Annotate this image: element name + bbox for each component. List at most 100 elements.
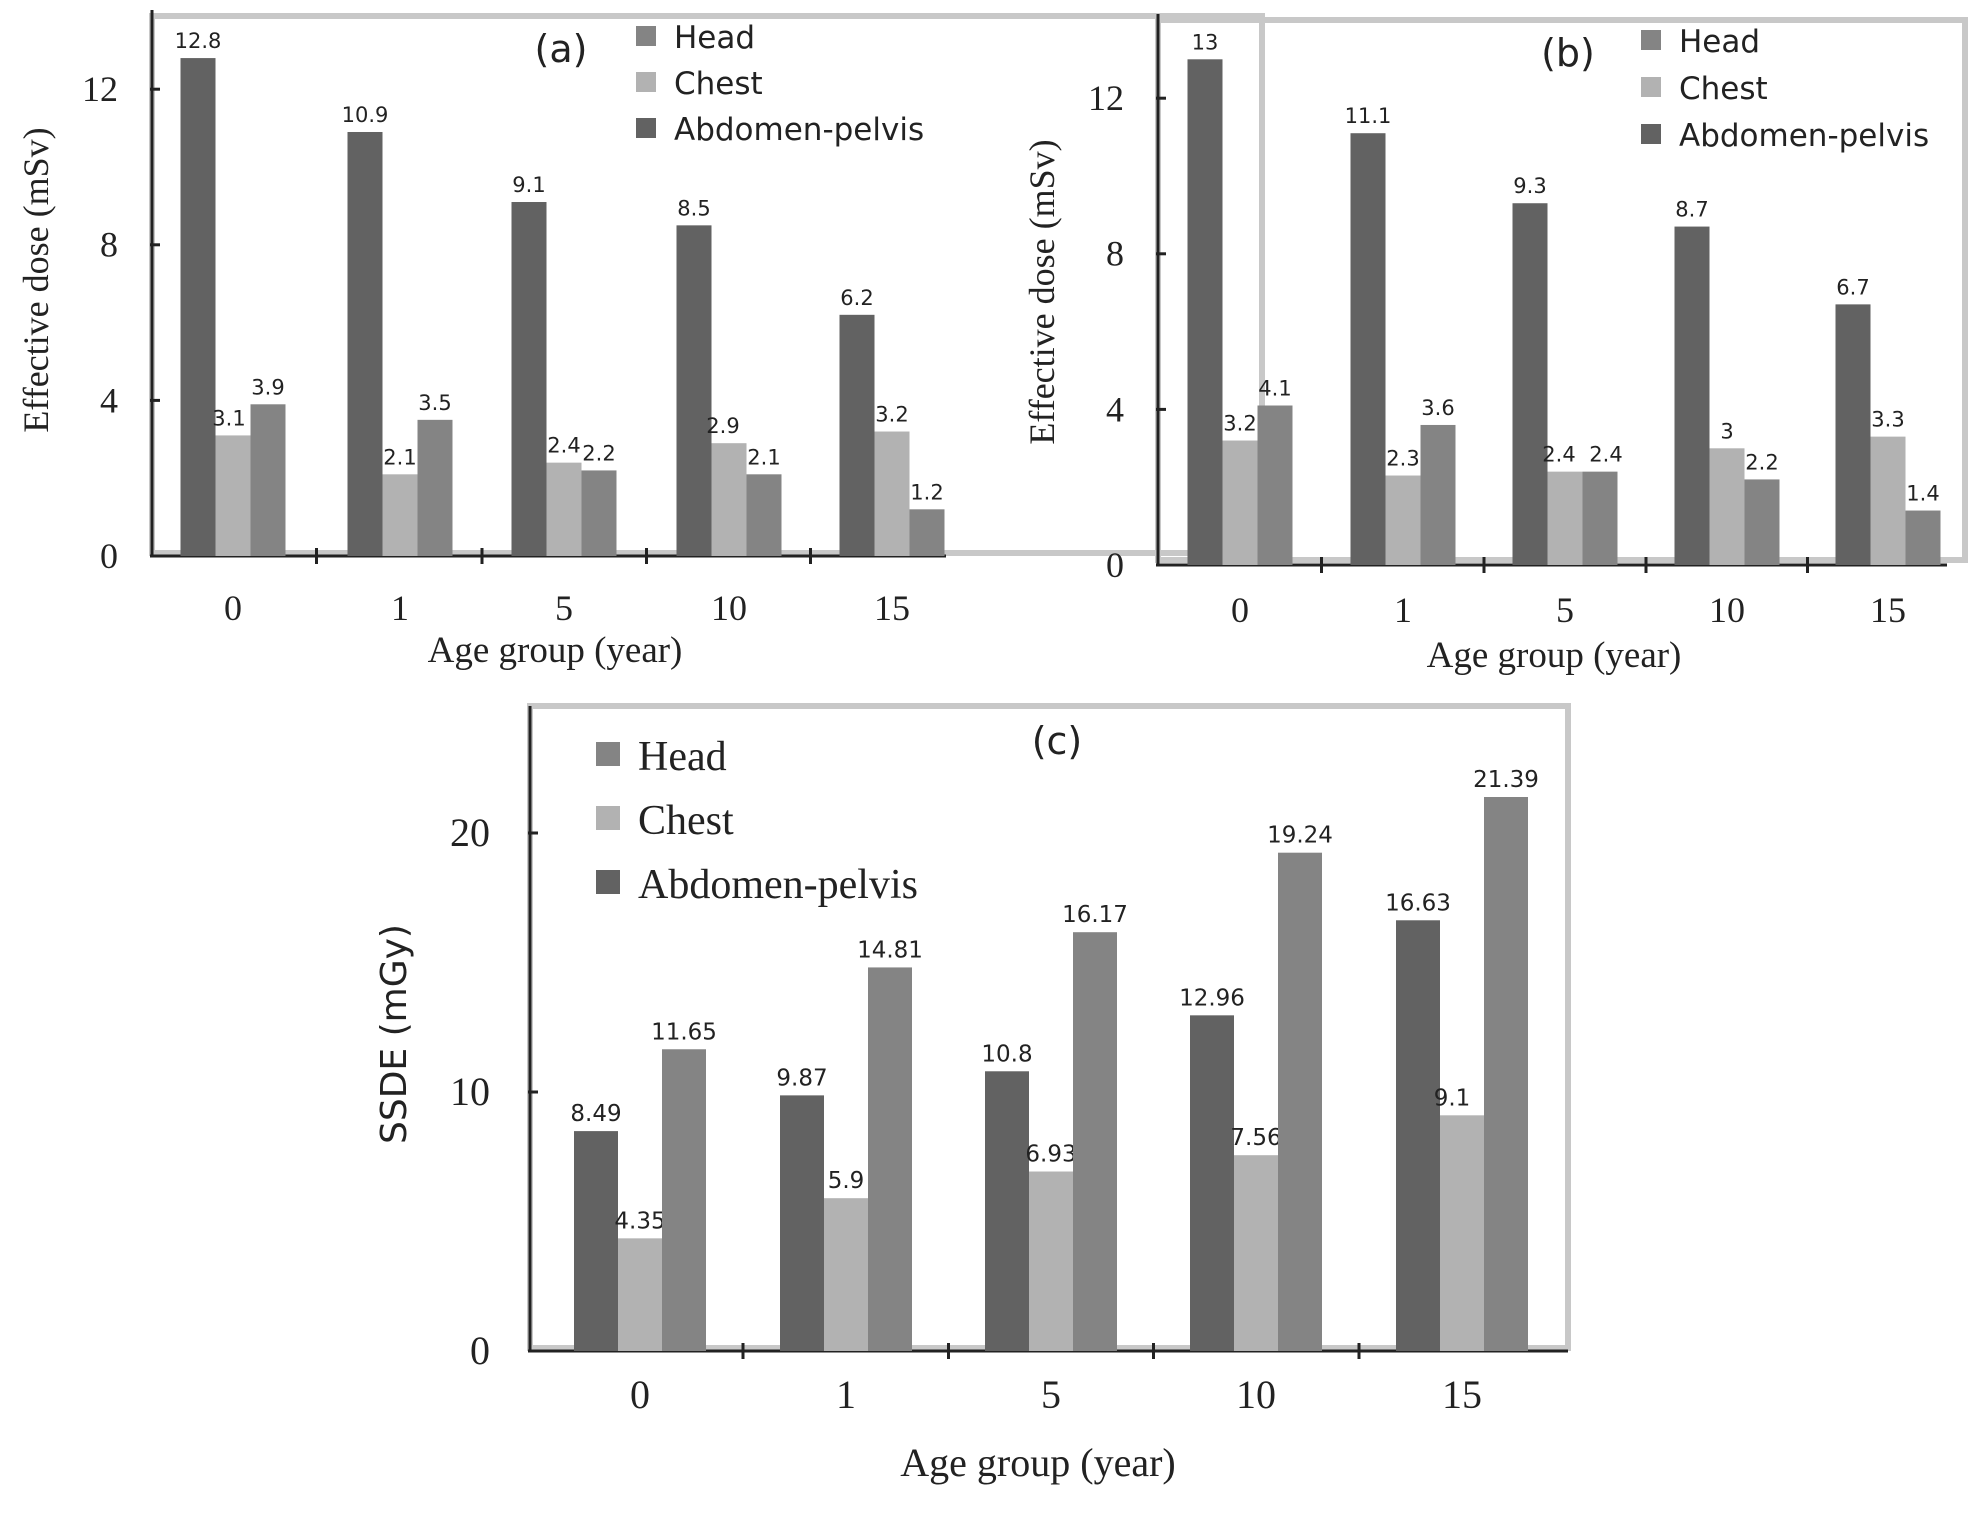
data-label: 9.3 [1513,174,1546,198]
bar-head-15 [909,509,945,556]
data-label: 14.81 [857,937,923,963]
data-label: 3.9 [251,375,284,399]
data-label: 9.1 [512,173,545,197]
bar-chest-1 [1385,475,1421,565]
bar-abdomen-pelvis-15 [1396,920,1440,1351]
legend-label: Chest [674,66,763,102]
legend-label: Head [674,20,755,56]
bar-abdomen-pelvis-10 [1674,226,1710,565]
data-label: 2.1 [383,445,416,469]
data-label: 7.56 [1230,1125,1281,1151]
x-tick-label: 10 [711,588,747,628]
x-tick-label: 1 [1394,590,1412,630]
data-label: 6.93 [1025,1142,1076,1168]
legend-label: Abdomen-pelvis [638,862,918,908]
y-tick-label: 0 [470,1328,490,1373]
bar-head-10 [1744,479,1780,565]
legend-swatch-head [636,26,656,46]
bar-head-15 [1484,796,1528,1351]
legend: Head Chest Abdomen-pelvis [596,734,918,908]
data-label: 4.35 [614,1208,665,1234]
y-tick-label: 10 [450,1069,490,1114]
data-label: 9.87 [776,1065,827,1091]
bar-abdomen-pelvis-10 [1190,1015,1234,1351]
y-tick-label: 0 [1106,545,1124,585]
y-tick-label: 0 [100,536,118,576]
data-label: 3.6 [1421,396,1454,420]
bar-chest-0 [618,1238,662,1351]
data-label: 2.1 [747,445,780,469]
panel-title: (a) [535,27,588,71]
y-tick-label: 12 [82,69,118,109]
panel-title: (c) [1032,719,1083,763]
x-axis-title: Age group (year) [900,1440,1175,1485]
data-label: 1.2 [910,480,943,504]
data-label: 8.49 [570,1101,621,1127]
bar-chest-15 [874,431,910,556]
data-label: 5.9 [828,1168,865,1194]
bar-abdomen-pelvis-1 [1350,133,1386,565]
legend: Head Chest Abdomen-pelvis [636,20,924,148]
data-label: 12.8 [175,29,222,53]
data-label: 11.1 [1345,104,1392,128]
bar-chest-10 [711,443,747,556]
data-label: 16.63 [1385,890,1451,916]
legend-swatch-abdomen-pelvis [596,870,620,894]
data-label: 12.96 [1179,985,1245,1011]
bar-chest-5 [546,462,582,556]
bar-head-0 [1257,405,1293,565]
legend-swatch-abdomen-pelvis [1641,124,1661,144]
data-label: 3.1 [212,406,245,430]
bar-chest-1 [382,474,418,556]
bar-head-1 [1420,424,1456,565]
bar-head-1 [868,967,912,1351]
x-tick-label: 10 [1709,590,1745,630]
data-label: 6.2 [840,286,873,310]
data-label: 2.4 [547,434,580,458]
data-label: 3.2 [1223,412,1256,436]
bar-abdomen-pelvis-0 [574,1131,618,1351]
x-tick-label: 5 [555,588,573,628]
bar-chest-0 [215,435,251,556]
data-label: 6.7 [1836,275,1869,299]
bar-abdomen-pelvis-1 [780,1095,824,1351]
y-tick-label: 20 [450,810,490,855]
data-label: 10.8 [981,1041,1032,1067]
x-tick-label: 5 [1041,1372,1061,1417]
bar-head-10 [1278,852,1322,1351]
y-tick-label: 4 [1106,389,1124,429]
data-label: 4.1 [1258,377,1291,401]
data-label: 3.3 [1871,408,1904,432]
bar-abdomen-pelvis-1 [347,131,383,557]
bar-chest-10 [1234,1155,1278,1351]
y-axis-title: Effective dose (mSv) [1022,139,1062,444]
x-axis-title: Age group (year) [1427,635,1682,676]
y-tick-label: 8 [100,225,118,265]
x-tick-label: 0 [224,588,242,628]
data-label: 2.4 [1589,443,1622,467]
x-tick-label: 10 [1236,1372,1276,1417]
x-tick-label: 15 [874,588,910,628]
y-tick-label: 8 [1106,234,1124,274]
x-tick-label: 1 [391,588,409,628]
legend-swatch-chest [596,806,620,830]
x-tick-label: 1 [836,1372,856,1417]
bar-head-15 [1905,510,1941,565]
legend-label: Abdomen-pelvis [1679,118,1929,154]
x-tick-label: 0 [1231,590,1249,630]
bar-head-10 [746,474,782,556]
legend-swatch-chest [636,72,656,92]
legend-swatch-head [596,742,620,766]
data-label: 8.5 [677,196,710,220]
data-label: 3.2 [875,403,908,427]
legend-label: Chest [638,798,734,844]
legend-label: Chest [1679,71,1768,107]
bar-abdomen-pelvis-10 [676,225,712,556]
data-label: 10.9 [342,103,389,127]
bar-chest-10 [1709,448,1745,565]
y-axis-title: Effective dose (mSv) [16,127,56,432]
bar-abdomen-pelvis-5 [985,1071,1029,1351]
bar-abdomen-pelvis-0 [1187,59,1223,566]
